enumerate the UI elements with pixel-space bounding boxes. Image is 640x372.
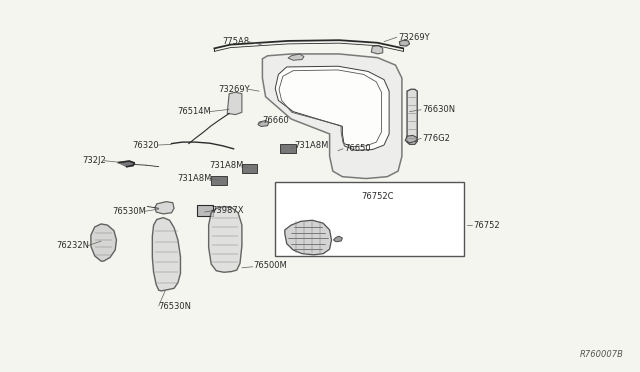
Polygon shape bbox=[242, 164, 257, 173]
Polygon shape bbox=[118, 161, 134, 167]
Text: R760007B: R760007B bbox=[580, 350, 624, 359]
Text: 76530M: 76530M bbox=[112, 207, 146, 216]
Text: 73269Y: 73269Y bbox=[218, 85, 250, 94]
Polygon shape bbox=[227, 92, 242, 115]
Text: 76500M: 76500M bbox=[253, 262, 287, 270]
Polygon shape bbox=[285, 220, 332, 255]
Text: 76232N: 76232N bbox=[56, 241, 90, 250]
Text: 76752: 76752 bbox=[474, 221, 500, 230]
Polygon shape bbox=[91, 224, 116, 261]
Polygon shape bbox=[275, 66, 389, 150]
Polygon shape bbox=[371, 45, 383, 54]
Text: 76530N: 76530N bbox=[159, 302, 192, 311]
Polygon shape bbox=[152, 218, 180, 291]
Polygon shape bbox=[333, 236, 342, 242]
Text: 76660: 76660 bbox=[262, 116, 289, 125]
Text: 732J2: 732J2 bbox=[82, 156, 106, 165]
Text: 731A8M: 731A8M bbox=[209, 161, 243, 170]
Polygon shape bbox=[405, 135, 417, 143]
Polygon shape bbox=[262, 54, 402, 179]
Polygon shape bbox=[288, 54, 304, 60]
Polygon shape bbox=[258, 121, 269, 126]
Text: 776G2: 776G2 bbox=[422, 134, 451, 143]
Polygon shape bbox=[407, 89, 417, 144]
Text: 76320: 76320 bbox=[132, 141, 159, 150]
Bar bbox=[197, 205, 213, 216]
Polygon shape bbox=[211, 176, 227, 185]
Polygon shape bbox=[209, 206, 242, 272]
Text: 76514M: 76514M bbox=[177, 107, 211, 116]
Polygon shape bbox=[280, 144, 296, 153]
Text: 76650: 76650 bbox=[344, 144, 371, 153]
Text: 731A8M: 731A8M bbox=[177, 174, 211, 183]
Text: 775A8: 775A8 bbox=[223, 37, 250, 46]
Bar bbox=[275, 182, 464, 256]
Text: 73987X: 73987X bbox=[211, 206, 244, 215]
Text: 73269Y: 73269Y bbox=[398, 33, 429, 42]
Text: 731A8M: 731A8M bbox=[294, 141, 329, 150]
Polygon shape bbox=[155, 202, 174, 214]
Polygon shape bbox=[399, 40, 410, 46]
Text: 76630N: 76630N bbox=[422, 105, 456, 114]
Text: 76752C: 76752C bbox=[362, 192, 394, 201]
